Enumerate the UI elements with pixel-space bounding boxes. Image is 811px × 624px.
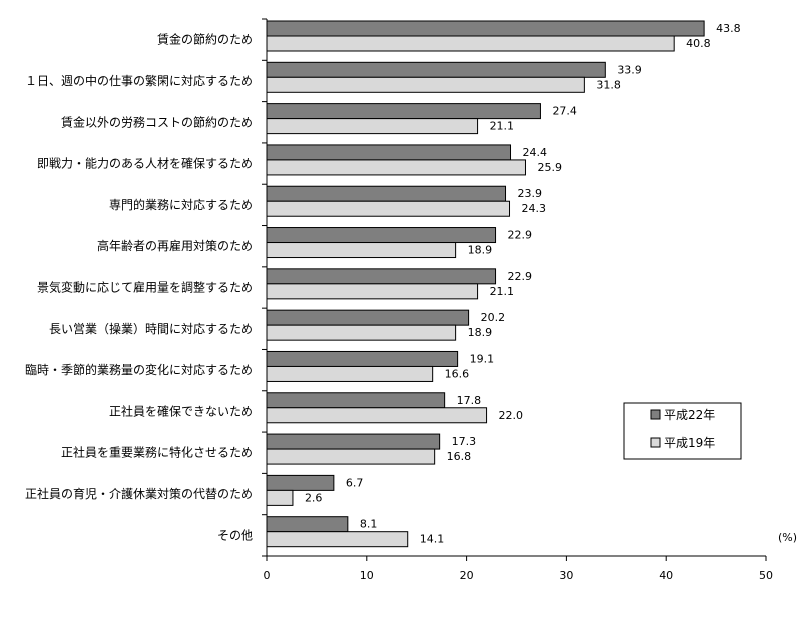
value-label-h22: 19.1 — [470, 352, 495, 365]
value-label-h19: 31.8 — [596, 78, 621, 91]
value-label-h19: 40.8 — [686, 37, 711, 50]
bar-h22 — [266, 350, 459, 367]
value-label-h22: 8.1 — [360, 518, 378, 531]
value-label-h19: 18.9 — [468, 326, 493, 339]
legend-label-h19: 平成19年 — [664, 436, 715, 450]
category-label: 景気変動に応じて雇用量を調整するため — [37, 280, 253, 295]
category-label: その他 — [217, 528, 253, 542]
category-label: 即戦力・能力のある人材を確保するため — [37, 156, 253, 171]
bar-h19 — [266, 200, 511, 217]
category-label: 専門的業務に対応するため — [109, 197, 253, 212]
x-tick-label: 10 — [360, 569, 374, 582]
category-label: 正社員を確保できないため — [109, 403, 253, 418]
x-tick-label: 30 — [559, 569, 573, 582]
bar-h19 — [266, 76, 585, 93]
bars-layer: 43.8 40.8 33.9 31.8 27.4 21.1 24.4 25.9 23.9 24.3… — [266, 20, 741, 548]
bar-h19 — [266, 118, 479, 135]
bar-h22 — [266, 474, 335, 491]
value-label-h19: 16.6 — [445, 367, 470, 380]
category-label: １日、週の中の仕事の繁閑に対応するため — [25, 73, 253, 88]
bar-h19 — [266, 35, 675, 52]
bar-h22 — [266, 20, 705, 37]
bar-h22 — [266, 516, 349, 533]
value-label-h22: 33.9 — [617, 63, 642, 76]
value-label-h19: 21.1 — [490, 120, 515, 133]
legend-swatch-h19 — [650, 437, 661, 448]
value-label-h19: 22.0 — [499, 409, 524, 422]
value-label-h22: 24.4 — [523, 146, 548, 159]
bar-h22 — [266, 433, 441, 450]
value-label-h19: 16.8 — [447, 450, 472, 463]
legend-label-h22: 平成22年 — [664, 408, 715, 422]
category-label: 臨時・季節的業務量の変化に対応するため — [25, 362, 253, 377]
bar-h19 — [266, 365, 434, 382]
x-tick-label: 20 — [460, 569, 474, 582]
value-label-h19: 18.9 — [468, 244, 493, 257]
value-label-h22: 22.9 — [508, 270, 533, 283]
bar-h22 — [266, 392, 446, 409]
bar-h19 — [266, 489, 294, 506]
bar-h22 — [266, 185, 507, 202]
value-label-h19: 21.1 — [490, 285, 515, 298]
value-label-h22: 27.4 — [552, 105, 577, 118]
category-label: 賃金以外の労務コストの節約のため — [61, 114, 253, 129]
value-label-h22: 20.2 — [481, 311, 506, 324]
value-label-h22: 17.3 — [452, 435, 477, 448]
bar-h19 — [266, 159, 526, 176]
legend-swatch-h22 — [650, 409, 661, 420]
bar-h22 — [266, 61, 606, 78]
bar-h22 — [266, 103, 541, 120]
value-label-h22: 6.7 — [346, 476, 364, 489]
x-tick-label: 0 — [264, 569, 271, 582]
x-tick-label: 50 — [759, 569, 773, 582]
value-label-h22: 17.8 — [457, 394, 482, 407]
bar-h19 — [266, 531, 409, 548]
value-label-h19: 2.6 — [305, 491, 323, 504]
legend-box — [623, 402, 742, 460]
value-label-h19: 25.9 — [537, 161, 562, 174]
category-label: 正社員の育児・介護休業対策の代替のため — [25, 486, 253, 501]
value-label-h22: 43.8 — [716, 22, 741, 35]
legend: 平成22年 平成19年 — [623, 402, 742, 460]
category-label: 高年齢者の再雇用対策のため — [97, 238, 253, 253]
bar-h19 — [266, 448, 436, 465]
value-label-h22: 22.9 — [508, 229, 533, 242]
bar-h22 — [266, 227, 497, 244]
category-label: 長い営業（操業）時間に対応するため — [49, 321, 253, 336]
value-label-h19: 14.1 — [420, 533, 445, 546]
bar-h19 — [266, 407, 488, 424]
unit-label: (%) — [778, 531, 797, 544]
category-label: 正社員を重要業務に特化させるため — [61, 445, 253, 460]
bar-h22 — [266, 309, 470, 326]
x-tick-label: 40 — [659, 569, 673, 582]
bar-h19 — [266, 283, 479, 300]
value-label-h22: 23.9 — [518, 187, 543, 200]
axis-layer: 賃金の節約のため １日、週の中の仕事の繁閑に対応するため賃金以外の労務コストの節約… — [25, 18, 773, 582]
value-label-h19: 24.3 — [522, 202, 547, 215]
bar-h19 — [266, 324, 457, 341]
bar-h22 — [266, 268, 497, 285]
category-label: 賃金の節約のため — [157, 32, 253, 47]
bar-h19 — [266, 242, 457, 259]
bar-h22 — [266, 144, 512, 161]
